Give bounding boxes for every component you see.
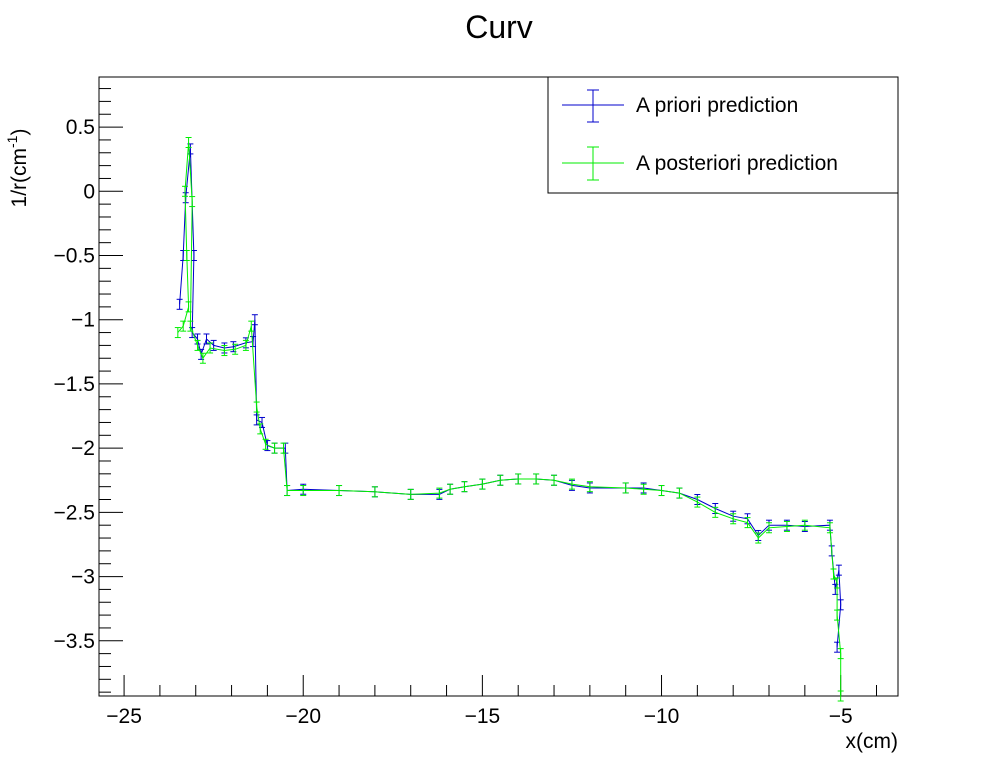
y-tick-label: −2.5 xyxy=(54,501,95,524)
y-axis-label-main: 1/r(cm xyxy=(8,148,31,208)
y-tick-label: 0.5 xyxy=(66,116,95,139)
y-tick-label: −1.5 xyxy=(54,373,95,396)
series-line xyxy=(179,148,842,648)
legend: A priori prediction A posteriori predict… xyxy=(547,76,899,194)
chart-title: Curv xyxy=(465,9,533,45)
legend-label-a-posteriori: A posteriori prediction xyxy=(636,152,838,175)
y-axis-label: 1/r(cm-1) xyxy=(4,129,31,208)
y-axis-label-close: ) xyxy=(8,129,31,136)
y-tick-label: −3 xyxy=(71,566,95,589)
y-tick-label: −0.5 xyxy=(54,245,95,268)
x-axis-tick-labels: −25 −20 −15 −10 −5 xyxy=(106,705,852,728)
plot-frame xyxy=(98,76,899,697)
x-tick-label: −25 xyxy=(106,705,142,728)
y-axis-tick-labels: 0.5 0 −0.5 −1 −1.5 −2 −2.5 −3 −3.5 xyxy=(54,116,95,653)
x-tick-label: −15 xyxy=(465,705,501,728)
legend-entry-a-posteriori: A posteriori prediction xyxy=(562,146,838,181)
legend-box xyxy=(547,76,899,194)
y-tick-label: −1 xyxy=(71,309,95,332)
series-line xyxy=(177,142,842,696)
y-tick-label: 0 xyxy=(83,180,95,203)
y-axis-label-sup: -1 xyxy=(4,135,20,148)
x-tick-label: −20 xyxy=(285,705,321,728)
axis-ticks xyxy=(99,88,878,696)
legend-label-a-priori: A priori prediction xyxy=(636,94,798,117)
x-tick-label: −5 xyxy=(829,705,853,728)
x-tick-label: −10 xyxy=(644,705,680,728)
y-tick-label: −2 xyxy=(71,437,95,460)
y-tick-label: −3.5 xyxy=(54,630,95,653)
series-layer xyxy=(174,136,844,702)
x-axis-label: x(cm) xyxy=(846,730,898,753)
series-a-priori xyxy=(176,143,844,653)
series-a-posteriori xyxy=(174,136,844,702)
legend-entry-a-priori: A priori prediction xyxy=(562,89,798,123)
